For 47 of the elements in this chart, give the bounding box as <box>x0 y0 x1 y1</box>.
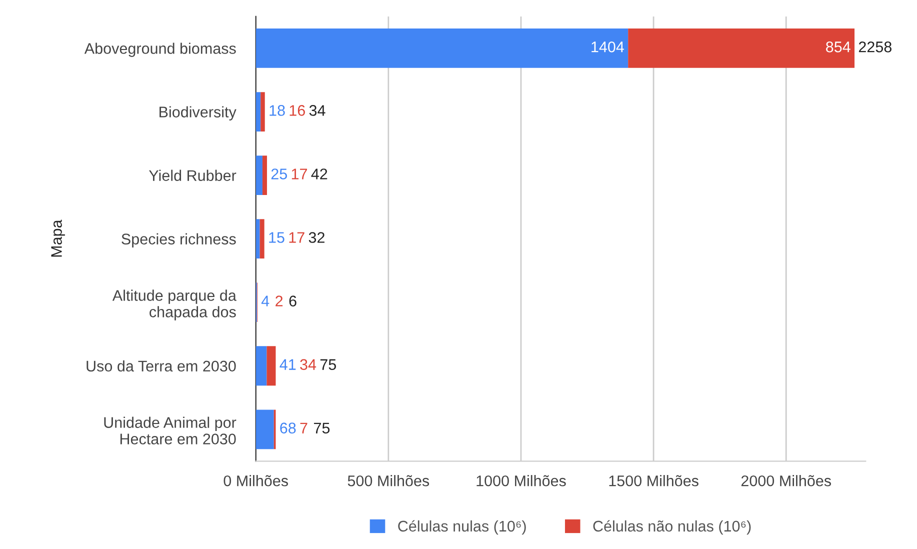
data-label: 1404 <box>592 42 624 52</box>
bar <box>628 28 855 68</box>
legend-label: Células não nulas (10⁶) <box>593 520 751 535</box>
bar <box>260 219 264 259</box>
x-tick-label: 2000 Milhões <box>741 475 831 486</box>
bar <box>256 219 260 259</box>
bar <box>266 346 276 386</box>
x-tick-label: 500 Milhões <box>348 475 430 486</box>
total-label: 2258 <box>858 42 892 52</box>
y-tick-label: Species richness <box>122 233 236 248</box>
bar <box>256 346 267 386</box>
y-tick-label: Uso da Terra em 2030 <box>86 360 236 372</box>
y-tick-label: Unidade Animal por Hectare em 2030 <box>104 416 236 444</box>
total-label: 75 <box>314 422 330 434</box>
data-label: 17 <box>292 168 307 180</box>
total-label: 42 <box>311 168 328 180</box>
legend-label: Células nulas (10⁶) <box>398 520 526 535</box>
data-label: 34 <box>300 359 316 370</box>
bar <box>256 156 262 195</box>
bar <box>256 92 261 132</box>
y-tick-label: Biodiversity <box>160 106 236 120</box>
y-axis-title: Mapa <box>51 220 65 257</box>
data-label: 18 <box>270 105 285 116</box>
x-tick-label: 1500 Milhões <box>609 475 698 486</box>
total-label: 75 <box>320 359 336 370</box>
data-label: 2 <box>276 296 283 306</box>
data-label: 68 <box>280 422 296 434</box>
data-label: 4 <box>261 296 270 306</box>
data-label: 7 <box>300 422 308 434</box>
data-label: 41 <box>280 359 296 370</box>
y-tick-label: Yield Rubber <box>148 170 236 181</box>
total-label: 32 <box>308 232 324 243</box>
bar <box>260 92 265 132</box>
total-label: 6 <box>289 296 296 306</box>
bar <box>262 156 267 195</box>
data-label: 17 <box>289 232 304 243</box>
total-label: 34 <box>309 105 326 116</box>
data-label: 25 <box>271 168 287 180</box>
x-tick-label: 1000 Milhões <box>476 475 566 486</box>
bar <box>256 28 628 68</box>
data-label: 15 <box>269 232 284 243</box>
data-label: 854 <box>826 42 850 52</box>
y-tick-label: Altitude parque da chapada dos <box>112 290 236 320</box>
data-label: 16 <box>290 105 305 116</box>
bar <box>256 410 274 450</box>
x-tick-label: 0 Milhões <box>224 475 288 486</box>
y-tick-label: Aboveground biomass <box>84 42 236 57</box>
